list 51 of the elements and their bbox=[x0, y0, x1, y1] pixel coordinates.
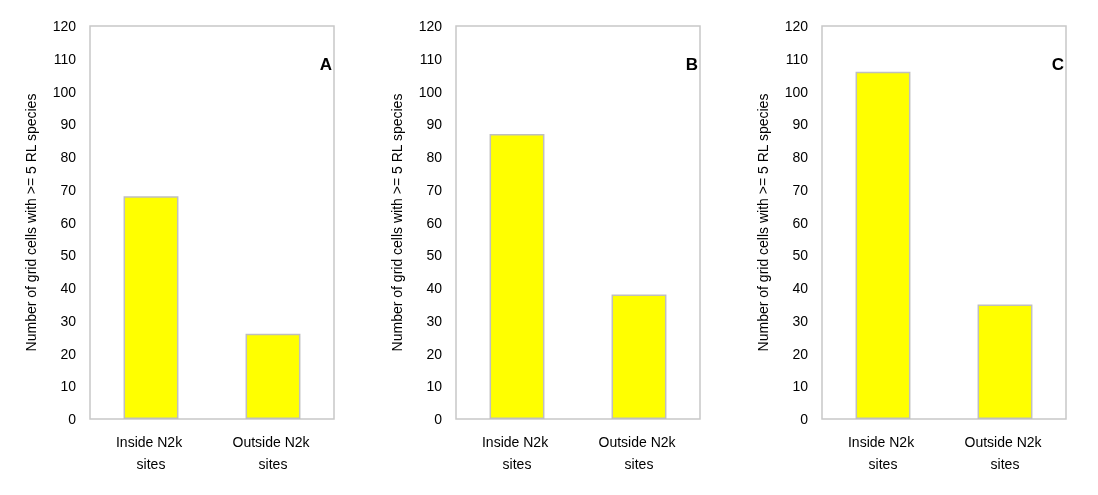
y-tick-label: 100 bbox=[52, 83, 77, 100]
y-tick-label: 70 bbox=[792, 181, 809, 198]
y-tick-label: 110 bbox=[785, 50, 809, 67]
y-tick-label: 30 bbox=[426, 312, 443, 329]
y-tick-label: 50 bbox=[426, 247, 443, 264]
y-tick-label: 90 bbox=[60, 116, 77, 133]
y-tick-label: 10 bbox=[60, 378, 77, 395]
y-tick-label: 40 bbox=[60, 280, 77, 296]
x-tick-label: Outside N2k sites bbox=[964, 434, 1046, 472]
y-tick-label: 30 bbox=[792, 312, 809, 329]
y-tick-label: 50 bbox=[792, 247, 809, 264]
y-tick-label: 100 bbox=[784, 83, 809, 100]
y-tick-label: 120 bbox=[418, 18, 443, 34]
y-tick-label: 110 bbox=[419, 50, 443, 67]
y-axis-title: Number of grid cells with >= 5 RL species bbox=[389, 93, 405, 352]
y-tick-label: 90 bbox=[426, 116, 443, 133]
y-axis-title: Number of grid cells with >= 5 RL species bbox=[23, 93, 39, 352]
y-tick-label: 120 bbox=[52, 18, 77, 34]
y-tick-label: 20 bbox=[792, 345, 809, 362]
y-tick-label: 60 bbox=[792, 214, 809, 231]
y-tick-label: 120 bbox=[784, 18, 809, 34]
y-tick-label: 70 bbox=[60, 181, 77, 198]
text: B bbox=[685, 55, 698, 74]
x-tick-label: Inside N2k sites bbox=[115, 434, 187, 472]
y-tick-label: 20 bbox=[60, 345, 77, 362]
y-tick-label: 40 bbox=[426, 280, 443, 296]
y-tick-label: 80 bbox=[792, 149, 809, 165]
x-tick-label: Outside N2k sites bbox=[598, 434, 680, 472]
y-tick-label: 110 bbox=[53, 50, 77, 67]
y-tick-label: 40 bbox=[792, 280, 809, 296]
text: C bbox=[1051, 55, 1064, 74]
text: A bbox=[319, 55, 332, 74]
y-tick-label: 0 bbox=[434, 411, 443, 427]
x-tick-label: Inside N2k sites bbox=[481, 434, 553, 472]
y-tick-label: 0 bbox=[800, 411, 809, 427]
y-tick-label: 80 bbox=[60, 149, 77, 165]
y-tick-label: 90 bbox=[792, 116, 809, 133]
y-tick-label: 80 bbox=[426, 149, 443, 165]
x-tick-label: Inside N2k sites bbox=[847, 434, 919, 472]
y-tick-label: 10 bbox=[426, 378, 443, 395]
y-tick-label: 30 bbox=[60, 312, 77, 329]
y-tick-label: 50 bbox=[60, 247, 77, 264]
y-tick-label: 100 bbox=[418, 83, 443, 100]
y-axis-title: Number of grid cells with >= 5 RL species bbox=[755, 93, 771, 352]
y-tick-label: 0 bbox=[68, 411, 77, 427]
x-tick-label: Outside N2k sites bbox=[232, 434, 314, 472]
y-tick-label: 20 bbox=[426, 345, 443, 362]
y-tick-label: 60 bbox=[426, 214, 443, 231]
y-tick-label: 10 bbox=[792, 378, 809, 395]
y-tick-label: 60 bbox=[60, 214, 77, 231]
y-tick-label: 70 bbox=[426, 181, 443, 198]
